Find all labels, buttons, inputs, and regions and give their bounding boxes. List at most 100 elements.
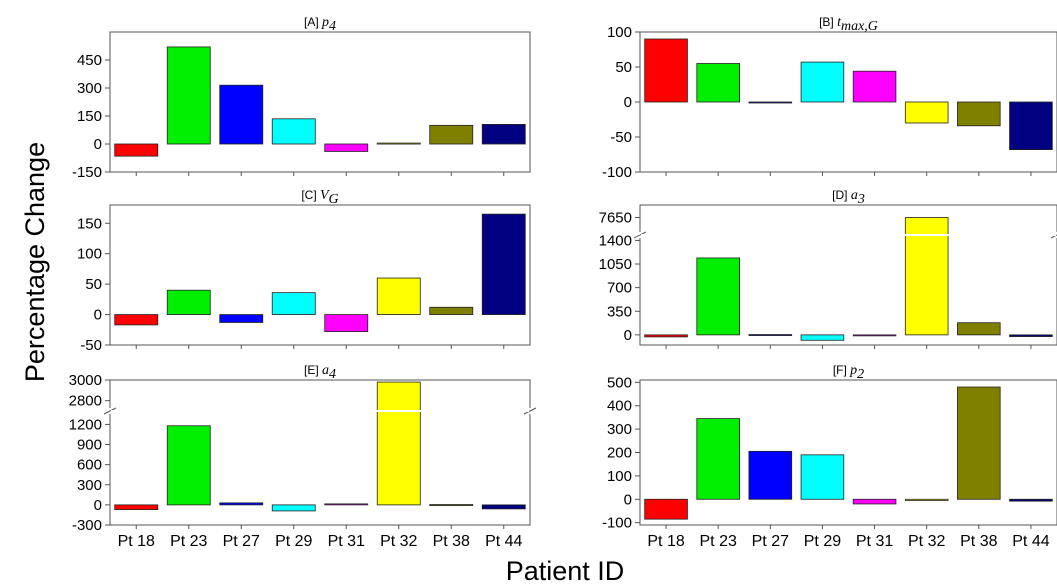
- y-tick-label: 150: [77, 108, 102, 125]
- y-tick-label: 700: [607, 280, 632, 297]
- y-tick-label: 300: [77, 80, 102, 97]
- bar: [852, 334, 897, 337]
- bar: [114, 143, 159, 157]
- bar: [324, 314, 369, 333]
- x-tick-label: Pt 18: [118, 533, 155, 550]
- y-tick-label: -300: [72, 517, 102, 534]
- bar: [748, 101, 793, 104]
- panel-b: [B] tmax,G -100 -50 0 50 100: [602, 15, 1057, 181]
- bar: [852, 498, 897, 505]
- x-axis-title: Patient ID: [506, 556, 625, 585]
- panel-title: [A] p4: [304, 15, 336, 34]
- x-tick-label: Pt 27: [752, 533, 789, 550]
- y-tick-label: 50: [615, 59, 632, 76]
- bar: [481, 213, 526, 315]
- axis-break-mark: [633, 231, 647, 239]
- x-tick-label: Pt 29: [804, 533, 841, 550]
- panel-e: [E] a4 -300 0 300 600 900 1200 2800 3000 Pt 18 Pt …: [69, 363, 537, 550]
- bar: [748, 450, 793, 500]
- y-tick-label: -50: [80, 337, 102, 354]
- plot-frame: [639, 204, 1057, 346]
- y-tick-label: -100: [602, 515, 632, 532]
- panel-c: [C] VG -50 0 50 100 150: [77, 188, 531, 354]
- y-tick-label: 1200: [69, 416, 102, 433]
- bar: [376, 142, 421, 145]
- y-tick-label: 0: [624, 327, 632, 344]
- panel-f: [F] p2 -100 0 100 200 300 400 500 Pt 18 Pt 23 Pt 2…: [602, 363, 1057, 550]
- bar: [429, 306, 474, 315]
- y-tick-label: 2800: [69, 393, 102, 410]
- x-tick-label: Pt 38: [960, 533, 997, 550]
- bar: [114, 504, 159, 510]
- y-tick-label: 300: [77, 477, 102, 494]
- bar: [166, 289, 211, 315]
- y-tick-label: 300: [607, 421, 632, 438]
- panel-d: [D] a3 0 350 700 1050 1400 7650: [599, 188, 1057, 349]
- y-tick-label: -50: [610, 129, 632, 146]
- x-tick-label: Pt 29: [275, 533, 312, 550]
- axis-break-mark: [103, 407, 117, 415]
- plot-frame: [109, 31, 531, 173]
- bar: [696, 418, 740, 500]
- y-tick-label: 450: [77, 52, 102, 69]
- bar: [800, 334, 845, 341]
- x-tick-label: Pt 27: [223, 533, 260, 550]
- x-tick-label: Pt 32: [380, 533, 417, 550]
- bar: [800, 61, 845, 103]
- bar: [696, 63, 740, 103]
- bar: [114, 314, 159, 326]
- y-tick-label: 600: [77, 457, 102, 474]
- bar: [219, 84, 264, 145]
- bar: [219, 502, 264, 506]
- bar: [166, 46, 211, 145]
- y-tick-label: 7650: [599, 210, 632, 227]
- x-tick-label: Pt 44: [1012, 533, 1049, 550]
- bar: [1009, 498, 1053, 502]
- y-tick-label: 100: [607, 468, 632, 485]
- bar: [644, 38, 688, 103]
- y-tick-label: 0: [94, 136, 102, 153]
- panel-a: [A] p4 -150 0 150 300 450: [72, 15, 531, 181]
- x-tick-label: Pt 18: [647, 533, 684, 550]
- bar: [644, 334, 688, 338]
- bar: [957, 101, 1001, 127]
- y-tick-label: 100: [607, 24, 632, 41]
- x-tick-label: Pt 32: [908, 533, 945, 550]
- bar: [481, 504, 526, 510]
- x-tick-label: Pt 31: [328, 533, 365, 550]
- axis-break-mark: [1050, 234, 1057, 239]
- bar: [429, 504, 474, 506]
- bar: [324, 143, 369, 152]
- bar: [271, 504, 316, 512]
- y-tick-label: -150: [72, 164, 102, 181]
- bar: [271, 118, 316, 145]
- y-tick-label: 900: [77, 437, 102, 454]
- bar: [696, 257, 740, 336]
- panel-title: [E] a4: [304, 363, 336, 382]
- x-tick-label: Pt 23: [170, 533, 207, 550]
- panel-title: [F] p2: [833, 363, 864, 382]
- y-tick-label: -100: [602, 164, 632, 181]
- bar: [481, 124, 526, 145]
- chart-panels: [A] p4 -150 0 150 300 450 [B] tmax,G -100 -50 0 50…: [69, 15, 1057, 550]
- bar: [429, 124, 474, 145]
- y-tick-label: 0: [94, 307, 102, 324]
- bar: [957, 386, 1001, 500]
- panel-title: [D] a3: [832, 188, 865, 207]
- y-tick-label: 500: [607, 374, 632, 391]
- bar: [1009, 334, 1053, 337]
- y-tick-label: 1400: [599, 232, 632, 249]
- bar: [644, 498, 688, 520]
- y-tick-label: 400: [607, 398, 632, 415]
- bar: [852, 70, 897, 103]
- bar: [376, 277, 421, 315]
- bar: [748, 334, 793, 336]
- y-tick-label: 3000: [69, 372, 102, 389]
- y-tick-label: 0: [624, 94, 632, 111]
- y-tick-label: 50: [85, 276, 102, 293]
- bar: [376, 381, 421, 506]
- bar: [957, 322, 1001, 336]
- plot-frame: [109, 379, 531, 526]
- y-tick-label: 200: [607, 445, 632, 462]
